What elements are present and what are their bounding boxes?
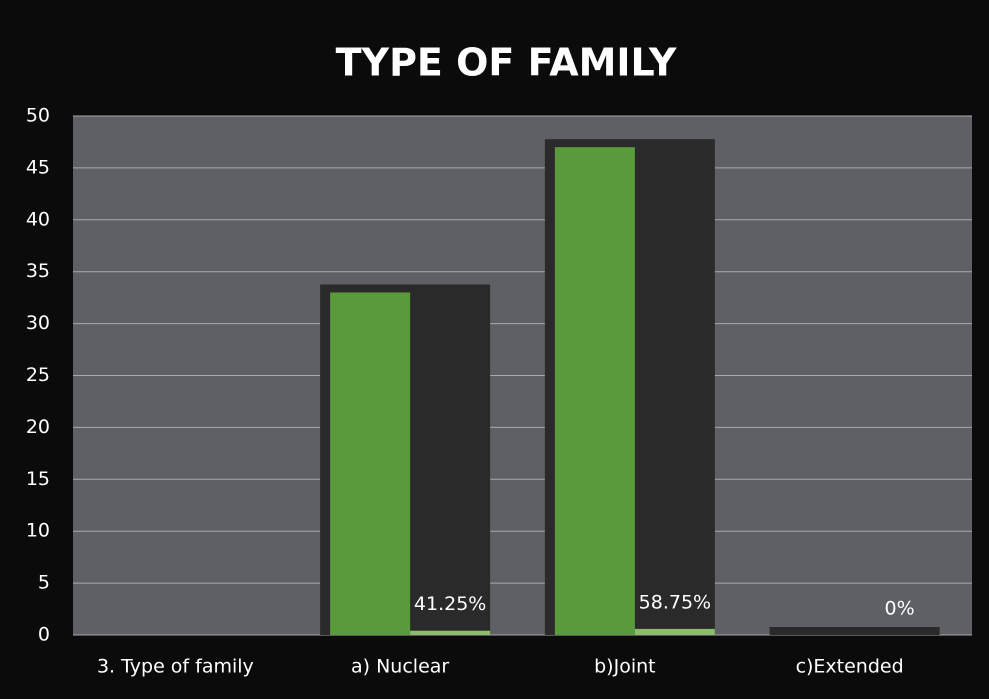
y-tick-label: 25 — [26, 364, 50, 386]
x-tick-label: b)Joint — [594, 656, 655, 678]
y-tick-label: 5 — [38, 572, 50, 594]
chart-title: TYPE OF FAMILY — [336, 41, 677, 85]
y-tick-label: 0 — [38, 624, 50, 646]
bar — [634, 628, 715, 635]
y-tick-label: 10 — [26, 520, 50, 542]
bar-shadow — [769, 627, 940, 635]
y-tick-label: 45 — [26, 156, 50, 178]
y-tick-label: 15 — [26, 468, 50, 490]
y-tick-label: 30 — [26, 312, 50, 334]
x-tick-label: 3. Type of family — [97, 656, 254, 678]
data-label: 0% — [885, 598, 915, 620]
bar — [330, 292, 411, 635]
bar — [410, 630, 491, 635]
y-tick-label: 35 — [26, 260, 50, 282]
bar — [554, 147, 635, 635]
y-tick-label: 50 — [26, 105, 50, 127]
x-tick-label: a) Nuclear — [351, 656, 449, 678]
y-tick-label: 40 — [26, 208, 50, 230]
y-tick-label: 20 — [26, 416, 50, 438]
data-label: 41.25% — [414, 593, 486, 615]
x-tick-label: c)Extended — [796, 656, 904, 678]
data-label: 58.75% — [639, 591, 711, 613]
